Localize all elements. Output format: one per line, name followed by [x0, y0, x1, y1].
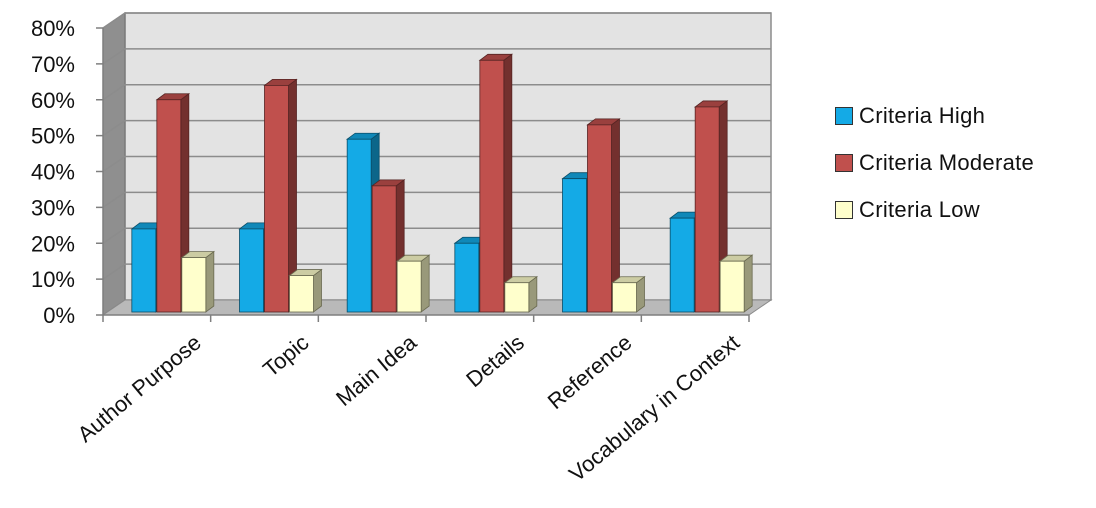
bar-side: [313, 268, 322, 313]
bar: [180, 250, 216, 313]
bar-front: [562, 178, 587, 313]
gridline: [102, 119, 771, 137]
bar-front: [346, 138, 372, 313]
gridline: [102, 191, 771, 208]
bar-front: [156, 99, 182, 313]
bar-front: [289, 275, 314, 313]
y-tick-label: 80%: [31, 16, 75, 41]
x-tick-label: Main Idea: [331, 329, 422, 411]
bar: [611, 275, 646, 313]
y-tick-label: 50%: [31, 124, 75, 149]
bar: [586, 118, 621, 313]
gridline: [102, 48, 771, 65]
bar: [718, 254, 754, 313]
x-tick-label: Details: [461, 330, 529, 392]
bar-front: [504, 282, 530, 313]
bar-side: [420, 254, 430, 313]
y-tick-label: 60%: [31, 88, 75, 113]
bar: [263, 78, 298, 313]
legend-item: Criteria Low: [835, 186, 1034, 233]
y-axis: 0% 10% 20% 30% 40% 50% 60% 70% 80%: [31, 16, 104, 328]
gridline: [102, 12, 771, 29]
gridline: [102, 84, 771, 101]
bar: [395, 254, 431, 313]
bar-front: [454, 242, 480, 313]
legend-swatch: [835, 153, 853, 172]
legend-item: Criteria High: [835, 92, 1034, 139]
y-tick-label: 70%: [31, 52, 75, 77]
bar-front: [396, 260, 422, 313]
x-axis: Author Purpose Topic Main Idea Details Refer…: [73, 314, 750, 486]
x-tick-label: Author Purpose: [73, 330, 206, 447]
bar-front: [239, 228, 264, 313]
bar-front: [479, 59, 505, 313]
gridline: [102, 227, 771, 244]
gridline: [102, 263, 771, 280]
legend-swatch: [835, 200, 853, 219]
legend-label: Criteria Low: [859, 196, 980, 222]
x-tick-label: Topic: [258, 330, 313, 382]
legend-label: Criteria High: [859, 102, 986, 128]
legend-label: Criteria Moderate: [859, 149, 1035, 175]
bar: [503, 275, 539, 313]
bar-side: [205, 250, 215, 313]
bar-front: [694, 106, 720, 313]
bar-front: [719, 260, 745, 313]
bars: [130, 53, 754, 313]
bar-front: [181, 257, 207, 313]
y-tick-label: 20%: [31, 231, 75, 256]
x-tick-label: Reference: [543, 330, 637, 414]
gridlines: [102, 12, 771, 280]
bar-side: [743, 254, 753, 313]
y-tick-label: 40%: [31, 160, 75, 185]
bar-side: [503, 53, 513, 313]
y-tick-label: 0%: [43, 303, 75, 328]
bar: [478, 53, 514, 313]
bar-front: [612, 282, 637, 313]
bar-front: [131, 228, 157, 313]
y-tick-label: 10%: [31, 267, 75, 292]
legend-swatch: [835, 106, 853, 125]
gridline: [102, 155, 771, 173]
bar-front: [587, 124, 612, 313]
bar-front: [669, 217, 695, 313]
bar-front: [371, 185, 397, 313]
bar: [288, 268, 323, 313]
y-tick-label: 30%: [31, 195, 75, 220]
bar-front: [264, 85, 289, 313]
legend-item: Criteria Moderate: [835, 139, 1034, 186]
legend: Criteria High Criteria Moderate Criteria L…: [835, 92, 1034, 233]
